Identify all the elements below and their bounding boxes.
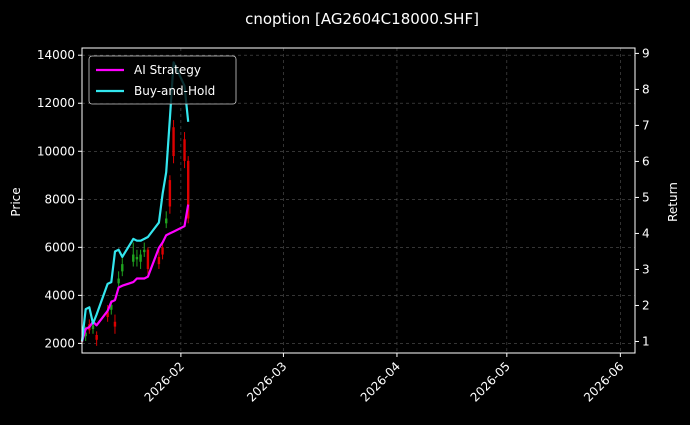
candle-body xyxy=(143,249,146,253)
candle-body xyxy=(135,256,139,260)
y-tick-label: 4000 xyxy=(44,288,75,302)
candle-body xyxy=(172,127,175,157)
y2-tick-label: 4 xyxy=(642,226,650,240)
y2-axis-label: Return xyxy=(666,182,680,222)
candle-body xyxy=(113,321,117,327)
y-tick-label: 10000 xyxy=(37,144,75,158)
candle-body xyxy=(117,278,120,284)
candle-body xyxy=(91,325,95,329)
legend-label: AI Strategy xyxy=(134,63,201,77)
legend-label: Buy-and-Hold xyxy=(134,84,215,98)
candle-body xyxy=(110,304,113,310)
y2-tick-label: 9 xyxy=(642,46,650,60)
candle-body xyxy=(106,312,109,317)
x-tick-label: 2026-04 xyxy=(358,359,403,404)
legend-box xyxy=(88,55,237,105)
candle-body xyxy=(168,180,172,207)
grid xyxy=(82,48,635,353)
y-tick-label: 14000 xyxy=(37,48,75,62)
candle-body xyxy=(165,218,168,224)
buy-and-hold-line xyxy=(80,61,190,342)
ai-strategy-line xyxy=(80,204,190,342)
candle-body xyxy=(95,334,98,340)
x-tick-label: 2026-02 xyxy=(142,359,187,404)
x-tick-label: 2026-05 xyxy=(468,359,513,404)
y2-tick-label: 7 xyxy=(642,118,650,132)
candle-body xyxy=(157,256,161,265)
x-tick-label: 2026-06 xyxy=(581,359,626,404)
candle-body xyxy=(132,254,135,262)
y2-tick-label: 3 xyxy=(642,262,650,276)
chart-title: cnoption [AG2604C18000.SHF] xyxy=(245,10,479,28)
candle-body xyxy=(84,332,87,337)
y2-tick-label: 5 xyxy=(642,190,650,204)
y2-tick-label: 1 xyxy=(642,334,650,348)
series-lines xyxy=(80,61,190,342)
candle-body xyxy=(187,160,190,219)
y-tick-label: 2000 xyxy=(44,336,75,350)
candle-body xyxy=(121,264,124,272)
y-tick-label: 6000 xyxy=(44,240,75,254)
y-axis-label: Price xyxy=(9,187,23,216)
candle-body xyxy=(146,249,150,269)
candle-body xyxy=(139,254,142,262)
y2-tick-label: 8 xyxy=(642,82,650,96)
x-tick-label: 2026-03 xyxy=(244,359,289,404)
y2-tick-label: 6 xyxy=(642,154,650,168)
y2-tick-label: 2 xyxy=(642,298,650,312)
legend: AI Strategy Buy-and-Hold xyxy=(88,55,237,105)
y-tick-label: 12000 xyxy=(37,96,75,110)
candle-body xyxy=(161,247,164,255)
candle-body xyxy=(183,139,186,161)
plot-frame xyxy=(81,47,636,354)
y-tick-label: 8000 xyxy=(44,192,75,206)
